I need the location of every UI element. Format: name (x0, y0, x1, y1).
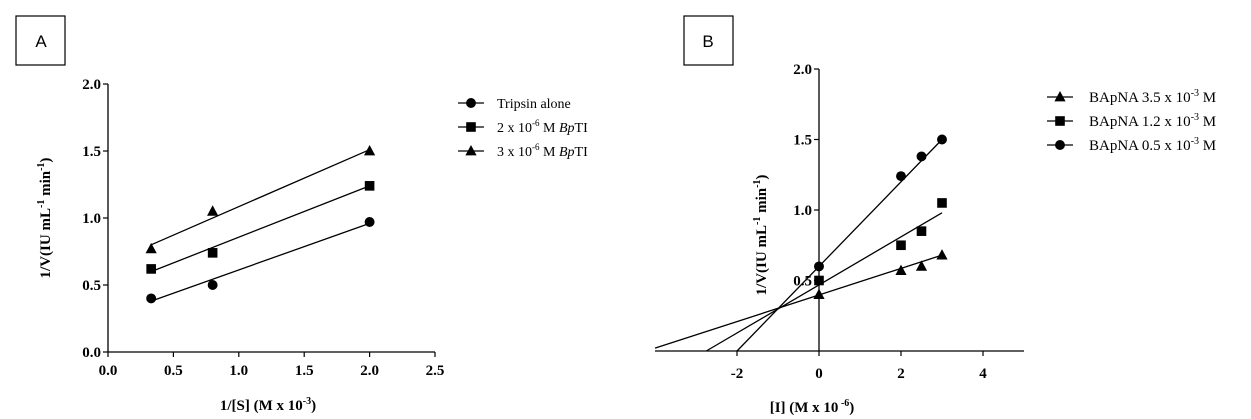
panel-b-data-point-3 (937, 134, 947, 145)
panel-a-data-point-3 (207, 205, 219, 216)
panel-b-x-tick-label: 0 (815, 366, 823, 382)
panel-b-plot: 0.5 1.0 1.5 2.0 -2 0 2 4 (654, 62, 1024, 382)
panel-a-data-point-3 (364, 145, 376, 156)
panel-b-data-point-2 (896, 240, 906, 251)
panel-b-legend: BApNA 3.5 x 10-3 M BApNA 1.2 x 10-3 M BApN… (1047, 88, 1216, 154)
panel-a-legend-label-1: Tripsin alone (497, 97, 571, 112)
panel-b-label: B (702, 32, 713, 51)
panel-a-x-tick-label: 1.5 (295, 363, 314, 379)
panel-a-legend: Tripsin alone 2 x 10-6 M BpTI 3 x 10-6 M B… (458, 97, 588, 160)
panel-b-x-tick-label: -2 (731, 366, 744, 382)
panel-b-data-point-1 (936, 249, 948, 260)
panel-a-data-point-3 (145, 242, 157, 254)
panel-b-x-tick-label: 2 (897, 366, 905, 382)
panel-a-fit-line-2 (150, 185, 370, 273)
panel-b-data-point-3 (896, 171, 906, 182)
panel-a-legend-marker-1 (466, 98, 476, 108)
panel-a-legend-label-2: 2 x 10-6 M BpTI (497, 118, 588, 136)
panel-b-fit-line-3 (736, 139, 943, 352)
panel-b-data-point-1 (915, 260, 928, 271)
panel-b-x-tick-label: 4 (979, 366, 987, 382)
panel-a-x-tick-label: 0.0 (99, 363, 118, 379)
panel-b-data-point-2 (937, 198, 947, 208)
panel-b-legend-marker-2 (1055, 116, 1065, 126)
panel-b-y-axis-title: 1/V(IU mL-1 min-1) (752, 175, 770, 296)
panel-a-y-tick-label: 0.0 (82, 345, 101, 361)
panel-a-label: A (35, 32, 47, 51)
panel-a-legend-label-3: 3 x 10-6 M BpTI (497, 142, 588, 160)
panel-b-data-point-2 (814, 275, 824, 286)
panel-b-legend-marker-1 (1054, 91, 1066, 102)
panel-a-plot: 0.0 0.5 1.0 1.5 2.0 0.0 0.5 1.0 1.5 2.0 2.5 (82, 77, 444, 379)
panel-b-data-point-3 (916, 151, 927, 162)
panel-b-y-tick-label: 1.0 (793, 203, 812, 219)
panel-b-legend-label-1: BApNA 3.5 x 10-3 M (1089, 88, 1216, 106)
panel-b-fit-line-1 (654, 254, 943, 349)
panel-a-legend-marker-3 (465, 145, 477, 156)
panel-b-y-tick-label: 1.5 (793, 133, 812, 149)
panel-a-y-tick-label: 2.0 (82, 77, 101, 93)
panel-a-y-tick-label: 1.5 (82, 144, 101, 160)
panel-b-legend-label-2: BApNA 1.2 x 10-3 M (1089, 112, 1216, 130)
panel-b-data-point-1 (813, 288, 825, 299)
panel-a-x-tick-label: 2.5 (426, 363, 445, 379)
panel-a-data-point-1 (146, 293, 157, 304)
panel-a-x-axis-title: 1/[S] (M x 10-3) (220, 396, 316, 414)
panel-a-y-axis-title: 1/V(IU mL-1 min-1) (36, 158, 54, 279)
panel-a-legend-marker-2 (466, 122, 476, 132)
panel-a-label-box (15, 15, 66, 66)
panel-a-y-tick-label: 1.0 (82, 211, 101, 227)
panel-a-y-tick-label: 0.5 (82, 278, 101, 294)
panel-a-fit-line-3 (150, 149, 370, 246)
panel-a-x-tick-label: 1.0 (229, 363, 248, 379)
panel-b-y-tick-label: 2.0 (793, 62, 812, 78)
panel-b: B 0.51.01.52.0-2 0 2 4 BApNA 3.5 x 10-3 MBA… (654, 15, 1216, 416)
panel-a-fit-line-1 (150, 222, 370, 302)
panel-b-label-box (683, 15, 734, 66)
panel-a-data-point-2 (146, 264, 156, 274)
panel-a-data-point-1 (364, 217, 375, 227)
panel-a-data-point-2 (207, 248, 218, 258)
panel-b-data-point-3 (814, 261, 824, 272)
panel-b-legend-marker-3 (1055, 140, 1065, 150)
panel-b-fit-line-2 (705, 212, 943, 352)
panel-a: A 0.0 0.5 1.0 1.5 2.0 0.0 0.5 1.0 1.5 2.0 2.5 Trip… (15, 15, 588, 414)
panel-b-x-axis-title: [I] (M x 10 -6) (770, 398, 855, 416)
panel-a-x-tick-label: 2.0 (360, 363, 379, 379)
panel-b-legend-label-3: BApNA 0.5 x 10-3 M (1089, 136, 1216, 154)
panel-b-data-point-2 (916, 226, 927, 236)
panel-a-x-tick-label: 0.5 (164, 363, 183, 379)
panel-a-data-point-2 (364, 181, 375, 191)
panel-b-data-point-1 (895, 264, 907, 276)
panel-a-data-point-1 (207, 280, 218, 290)
panel-b-y-tick-label: 0.5 (793, 274, 812, 290)
